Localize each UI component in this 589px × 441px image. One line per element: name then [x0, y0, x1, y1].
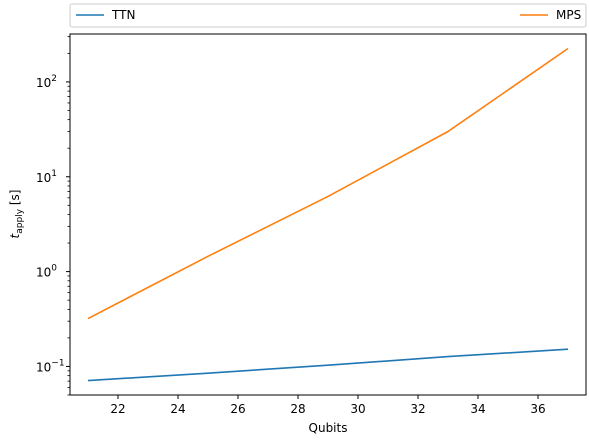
series-line-mps [87, 47, 569, 320]
y-axis-label: tapply [s] [8, 190, 25, 239]
x-tick-label: 36 [530, 402, 545, 416]
y-tick-base: 10 [36, 360, 51, 374]
legend-label-ttn: TTN [111, 8, 135, 22]
y-tick-label: 10−1 [36, 358, 65, 374]
y-axis-label-base: t [8, 232, 22, 238]
x-tick-label: 32 [410, 402, 425, 416]
x-tick-label: 24 [170, 402, 185, 416]
y-tick-label: 100 [36, 264, 57, 280]
y-tick-label: 101 [36, 169, 57, 185]
series-line-ttn [87, 348, 569, 382]
y-tick-exp: 2 [51, 74, 57, 84]
y-tick-exp: 0 [51, 264, 57, 274]
y-tick-base: 10 [36, 266, 51, 280]
legend-label-mps: MPS [556, 8, 581, 22]
plot-area [69, 33, 587, 396]
x-tick-label: 22 [110, 402, 125, 416]
x-tick-label: 26 [230, 402, 245, 416]
x-axis-ticks: 22 24 26 28 30 32 34 36 [110, 395, 546, 416]
y-axis-label-unit: [s] [8, 190, 22, 209]
series-layer [87, 47, 569, 382]
y-tick-exp: −1 [51, 358, 64, 368]
x-tick-label: 28 [290, 402, 305, 416]
y-tick-label: 102 [36, 74, 57, 90]
y-tick-base: 10 [36, 171, 51, 185]
y-tick-base: 10 [36, 76, 51, 90]
legend: TTN MPS [69, 3, 587, 28]
y-tick-exp: 1 [51, 169, 57, 179]
y-axis-label-sub: apply [15, 208, 25, 233]
x-tick-label: 30 [350, 402, 365, 416]
legend-frame [69, 3, 587, 28]
x-tick-label: 34 [470, 402, 485, 416]
x-axis-label: Qubits [309, 421, 348, 435]
